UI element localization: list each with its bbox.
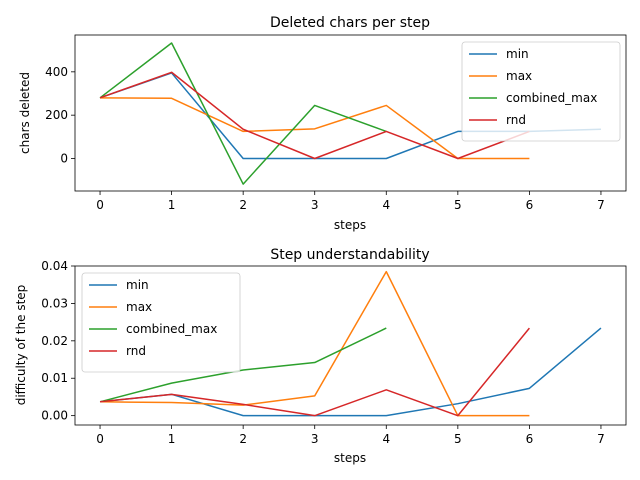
legend-label: combined_max [126, 322, 217, 336]
x-tick-label: 4 [382, 198, 390, 212]
plot-frame [74, 34, 627, 192]
x-tick-label: 0 [96, 198, 104, 212]
chart-step-understandability: Step understandability steps difficulty … [14, 247, 627, 465]
y-tick-label: 0.01 [41, 371, 68, 385]
chart-deleted-chars: Deleted chars per step steps chars delet… [18, 15, 627, 232]
series-line-combined-max [99, 42, 387, 185]
y-tick-label: 0.00 [41, 409, 68, 423]
legend-label: min [506, 47, 529, 61]
chart-title: Deleted chars per step [270, 15, 430, 31]
x-tick-label: 5 [454, 198, 462, 212]
y-tick-label: 400 [45, 65, 68, 79]
x-tick-label: 0 [96, 432, 104, 446]
x-tick-label: 6 [526, 198, 534, 212]
y-tick-label: 200 [45, 108, 68, 122]
x-axis-label: steps [334, 451, 366, 465]
x-tick-label: 4 [382, 432, 390, 446]
legend-label: combined_max [506, 91, 597, 105]
series-line-combined-max [99, 327, 387, 403]
y-tick-label: 0 [60, 152, 68, 166]
legend-label: rnd [506, 113, 526, 127]
y-tick-label: 0.02 [41, 334, 68, 348]
x-tick-label: 7 [597, 198, 605, 212]
y-axis-label: chars deleted [18, 72, 32, 154]
series-line-rnd [99, 71, 530, 160]
x-tick-label: 3 [311, 432, 319, 446]
x-tick-label: 2 [239, 198, 247, 212]
series-line-min [99, 327, 602, 417]
x-tick-label: 2 [239, 432, 247, 446]
legend-box [81, 272, 241, 373]
y-tick-label: 0.04 [41, 259, 68, 273]
y-tick-label: 0.03 [41, 296, 68, 310]
x-tick-label: 1 [168, 198, 176, 212]
x-tick-label: 6 [526, 432, 534, 446]
legend-label: rnd [126, 344, 146, 358]
legend-label: max [126, 300, 152, 314]
x-tick-label: 1 [168, 432, 176, 446]
x-tick-label: 5 [454, 432, 462, 446]
legend-label: max [506, 69, 532, 83]
x-tick-label: 3 [311, 198, 319, 212]
chart-title: Step understandability [270, 247, 429, 263]
legend-box [461, 41, 621, 142]
x-axis-label: steps [334, 218, 366, 232]
series-line-rnd [99, 327, 530, 417]
x-tick-label: 7 [597, 432, 605, 446]
legend-label: min [126, 278, 149, 292]
y-axis-label: difficulty of the step [14, 285, 28, 406]
plot-frame [74, 265, 627, 426]
